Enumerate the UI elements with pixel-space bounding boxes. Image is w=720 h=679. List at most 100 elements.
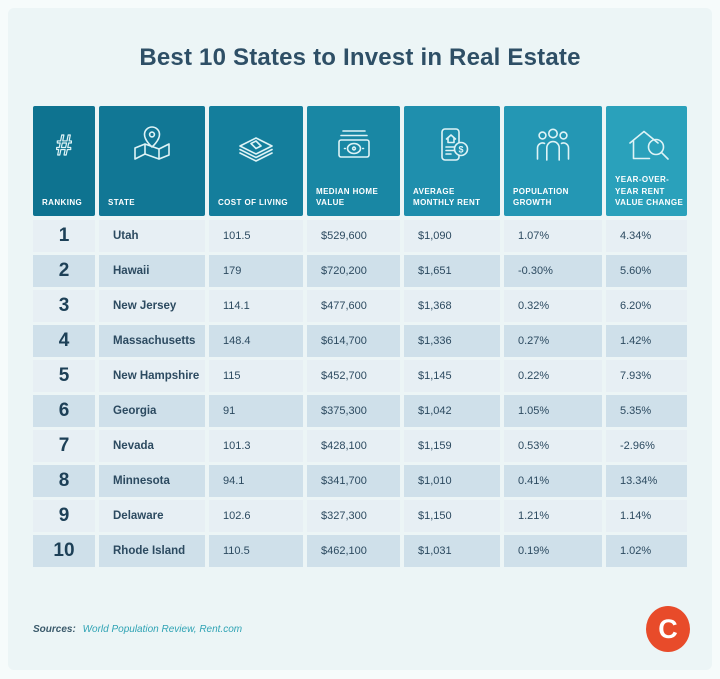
- cell-ranking: 10: [33, 535, 95, 567]
- column-header-label: POPULATION GROWTH: [513, 186, 569, 207]
- svg-text:$: $: [458, 145, 463, 155]
- cell-ranking: 5: [33, 360, 95, 392]
- cell-average-monthly-rent: $1,651: [404, 255, 500, 287]
- cell-population-growth: 1.07%: [504, 220, 602, 252]
- cell-cost-of-living: 101.3: [209, 430, 303, 462]
- table-row: 6 Georgia 91 $375,300 $1,042 1.05% 5.35%: [33, 395, 687, 427]
- cell-cost-of-living: 148.4: [209, 325, 303, 357]
- cell-ranking: 3: [33, 290, 95, 322]
- table-row: 7 Nevada 101.3 $428,100 $1,159 0.53% -2.96%: [33, 430, 687, 462]
- table-row: 3 New Jersey 114.1 $477,600 $1,368 0.32% 6.20%: [33, 290, 687, 322]
- cell-state: Minnesota: [99, 465, 205, 497]
- cell-yoy-rent-value-change: 1.42%: [606, 325, 687, 357]
- column-header-label: MEDIAN HOME VALUE: [316, 186, 379, 207]
- cell-ranking: 1: [33, 220, 95, 252]
- cell-ranking: 2: [33, 255, 95, 287]
- map-pin-icon: [99, 114, 205, 178]
- table-row: 8 Minnesota 94.1 $341,700 $1,010 0.41% 13.34%: [33, 465, 687, 497]
- cell-average-monthly-rent: $1,090: [404, 220, 500, 252]
- cell-yoy-rent-value-change: -2.96%: [606, 430, 687, 462]
- cell-average-monthly-rent: $1,031: [404, 535, 500, 567]
- cell-cost-of-living: 179: [209, 255, 303, 287]
- banknote-icon: [307, 114, 400, 178]
- logo-letter: C: [658, 613, 678, 644]
- page-title: Best 10 States to Invest in Real Estate: [139, 44, 581, 71]
- cell-median-home-value: $428,100: [307, 430, 400, 462]
- table-row: 2 Hawaii 179 $720,200 $1,651 -0.30% 5.60%: [33, 255, 687, 287]
- cell-cost-of-living: 110.5: [209, 535, 303, 567]
- cash-stack-icon: [209, 114, 303, 178]
- footer: Sources: World Population Review, Rent.c…: [33, 606, 690, 652]
- cell-state: Hawaii: [99, 255, 205, 287]
- sources-line: Sources: World Population Review, Rent.c…: [33, 624, 242, 635]
- cell-population-growth: 1.05%: [504, 395, 602, 427]
- table-body: 1 Utah 101.5 $529,600 $1,090 1.07% 4.34% 2 Hawai…: [33, 220, 687, 567]
- cell-yoy-rent-value-change: 5.60%: [606, 255, 687, 287]
- cell-ranking: 7: [33, 430, 95, 462]
- sources-label: Sources:: [33, 623, 76, 635]
- cell-population-growth: 0.53%: [504, 430, 602, 462]
- cell-population-growth: 0.41%: [504, 465, 602, 497]
- cell-ranking: 9: [33, 500, 95, 532]
- table-row: 10 Rhode Island 110.5 $462,100 $1,031 0.19% 1.…: [33, 535, 687, 567]
- cell-median-home-value: $341,700: [307, 465, 400, 497]
- cell-yoy-rent-value-change: 7.93%: [606, 360, 687, 392]
- cell-median-home-value: $327,300: [307, 500, 400, 532]
- cell-state: New Jersey: [99, 290, 205, 322]
- column-header-ranking: # RANKING: [33, 106, 95, 216]
- cell-state: Rhode Island: [99, 535, 205, 567]
- cell-ranking: 8: [33, 465, 95, 497]
- column-header-cost-of-living: COST OF LIVING: [209, 106, 303, 216]
- cell-average-monthly-rent: $1,042: [404, 395, 500, 427]
- source-link-world-population-review[interactable]: World Population Review,: [82, 623, 197, 635]
- cell-median-home-value: $477,600: [307, 290, 400, 322]
- hash-icon: #: [33, 114, 95, 178]
- cell-yoy-rent-value-change: 1.02%: [606, 535, 687, 567]
- cell-average-monthly-rent: $1,336: [404, 325, 500, 357]
- column-header-median-home-value: MEDIAN HOME VALUE: [307, 106, 400, 216]
- cell-yoy-rent-value-change: 6.20%: [606, 290, 687, 322]
- clever-logo: C: [646, 606, 690, 652]
- cell-state: Delaware: [99, 500, 205, 532]
- column-header-population-growth: POPULATION GROWTH: [504, 106, 602, 216]
- svg-text:#: #: [56, 130, 72, 162]
- table-row: 4 Massachusetts 148.4 $614,700 $1,336 0.27% 1.…: [33, 325, 687, 357]
- table-header-row: # RANKING STATE: [33, 106, 687, 216]
- cell-yoy-rent-value-change: 13.34%: [606, 465, 687, 497]
- column-header-yoy-rent-value-change: YEAR-OVER-YEAR RENT VALUE CHANGE: [606, 106, 687, 216]
- cell-median-home-value: $462,100: [307, 535, 400, 567]
- cell-yoy-rent-value-change: 5.35%: [606, 395, 687, 427]
- cell-median-home-value: $614,700: [307, 325, 400, 357]
- cell-cost-of-living: 101.5: [209, 220, 303, 252]
- column-header-average-monthly-rent: $ AVERAGE MONTHLY RENT: [404, 106, 500, 216]
- column-header-label: AVERAGE MONTHLY RENT: [413, 186, 481, 207]
- cell-population-growth: 0.27%: [504, 325, 602, 357]
- cell-population-growth: -0.30%: [504, 255, 602, 287]
- cell-cost-of-living: 102.6: [209, 500, 303, 532]
- cell-median-home-value: $529,600: [307, 220, 400, 252]
- cell-cost-of-living: 115: [209, 360, 303, 392]
- infographic-card: Best 10 States to Invest in Real Estate …: [8, 8, 712, 670]
- table-row: 9 Delaware 102.6 $327,300 $1,150 1.21% 1.14%: [33, 500, 687, 532]
- source-link-rent-com[interactable]: Rent.com: [199, 623, 243, 635]
- cell-average-monthly-rent: $1,150: [404, 500, 500, 532]
- table-row: 1 Utah 101.5 $529,600 $1,090 1.07% 4.34%: [33, 220, 687, 252]
- cell-median-home-value: $375,300: [307, 395, 400, 427]
- cell-state: New Hampshire: [99, 360, 205, 392]
- lease-document-icon: $: [404, 114, 500, 178]
- cell-state: Massachusetts: [99, 325, 205, 357]
- cell-average-monthly-rent: $1,145: [404, 360, 500, 392]
- column-header-label: COST OF LIVING: [218, 197, 289, 207]
- column-header-label: STATE: [108, 197, 136, 207]
- cell-median-home-value: $452,700: [307, 360, 400, 392]
- cell-yoy-rent-value-change: 4.34%: [606, 220, 687, 252]
- cell-median-home-value: $720,200: [307, 255, 400, 287]
- cell-ranking: 6: [33, 395, 95, 427]
- cell-population-growth: 0.19%: [504, 535, 602, 567]
- column-header-label: RANKING: [42, 197, 83, 207]
- cell-cost-of-living: 91: [209, 395, 303, 427]
- cell-average-monthly-rent: $1,159: [404, 430, 500, 462]
- cell-average-monthly-rent: $1,368: [404, 290, 500, 322]
- cell-population-growth: 0.32%: [504, 290, 602, 322]
- people-icon: [504, 114, 602, 178]
